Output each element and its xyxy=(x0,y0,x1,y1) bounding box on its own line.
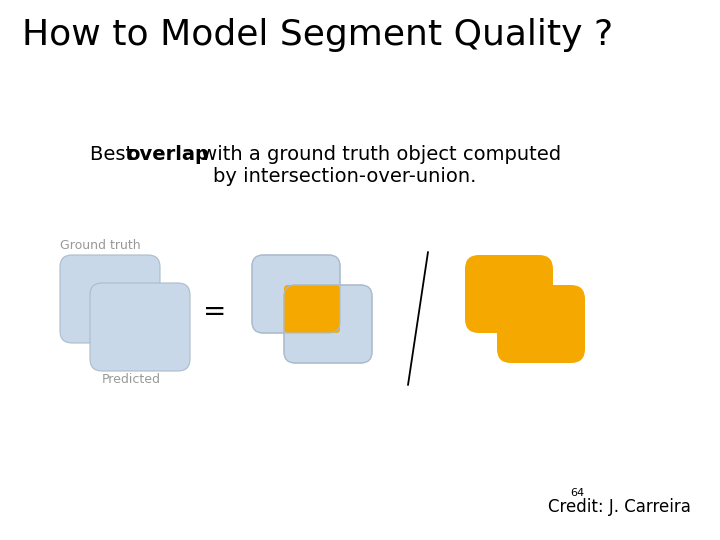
Text: with a ground truth object computed: with a ground truth object computed xyxy=(195,145,561,164)
Text: Credit: J. Carreira: Credit: J. Carreira xyxy=(548,498,691,516)
FancyBboxPatch shape xyxy=(90,283,190,371)
Text: Predicted: Predicted xyxy=(102,373,161,386)
FancyBboxPatch shape xyxy=(284,285,372,363)
Text: =: = xyxy=(203,298,227,326)
Text: by intersection-over-union.: by intersection-over-union. xyxy=(213,167,477,186)
FancyBboxPatch shape xyxy=(252,255,340,333)
Text: Best: Best xyxy=(90,145,140,164)
Text: overlap: overlap xyxy=(126,145,209,164)
Text: How to Model Segment Quality ?: How to Model Segment Quality ? xyxy=(22,18,613,52)
Text: 64: 64 xyxy=(570,488,584,498)
FancyBboxPatch shape xyxy=(284,285,340,333)
FancyBboxPatch shape xyxy=(497,285,585,363)
FancyBboxPatch shape xyxy=(60,255,160,343)
FancyBboxPatch shape xyxy=(465,255,553,333)
Text: Ground truth: Ground truth xyxy=(60,239,140,252)
